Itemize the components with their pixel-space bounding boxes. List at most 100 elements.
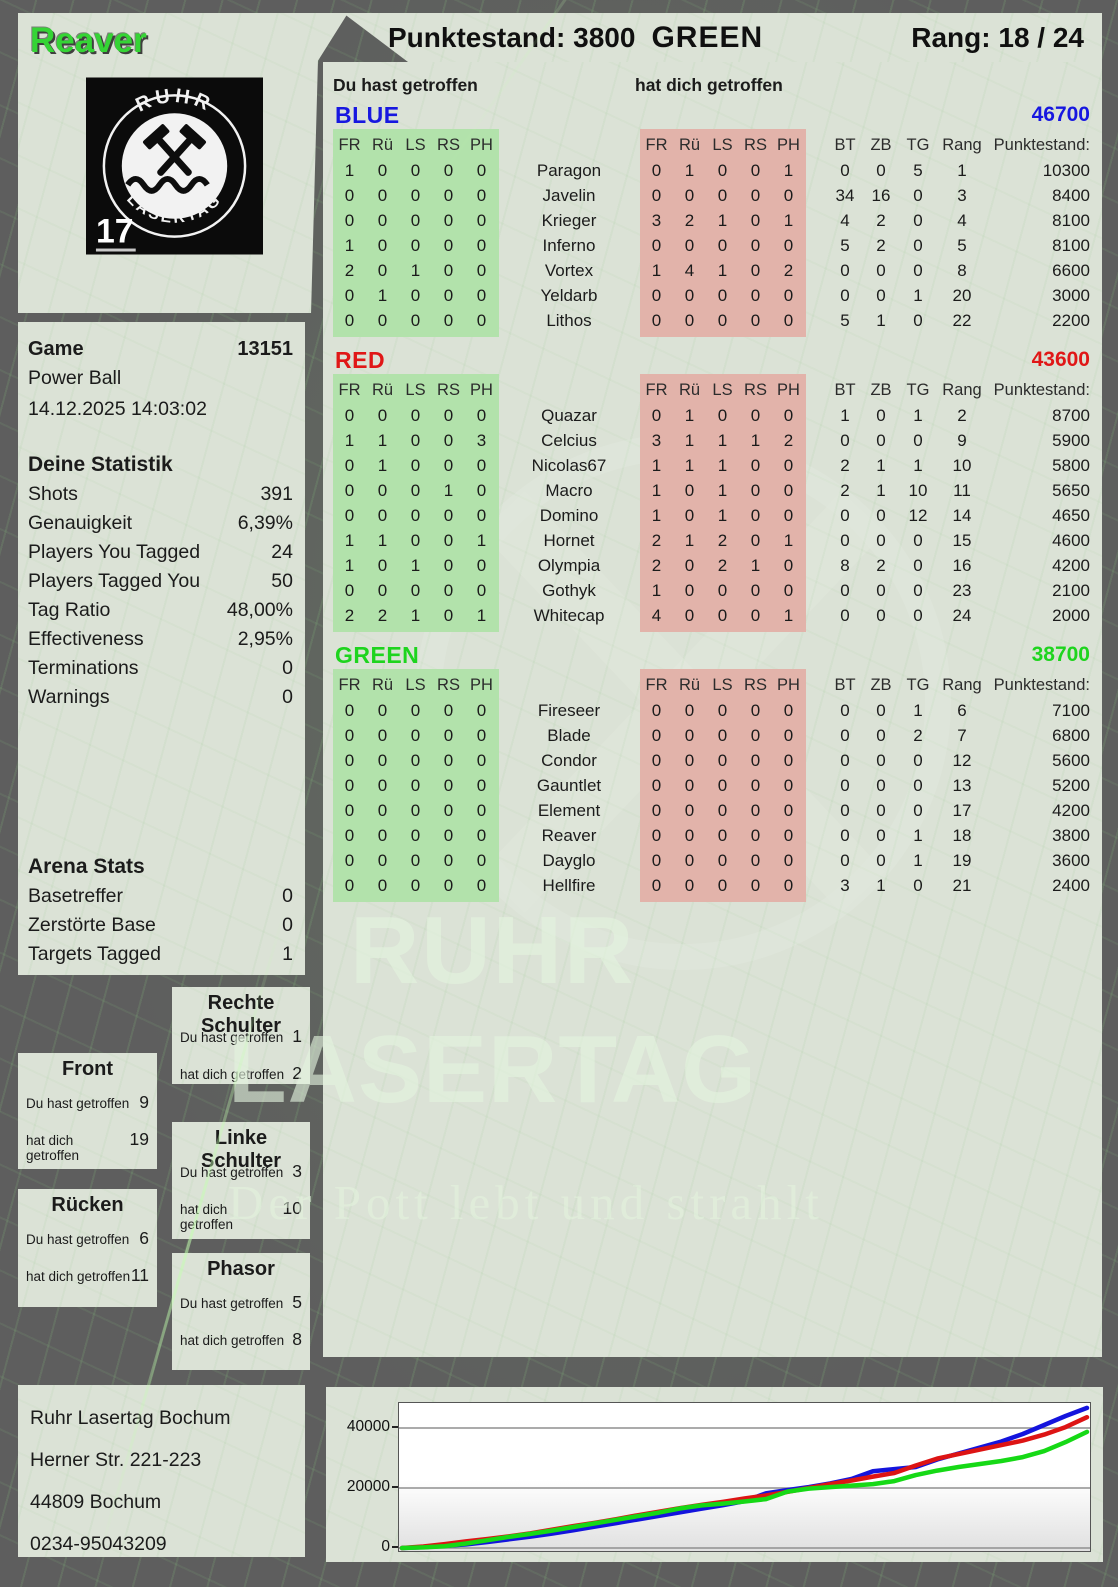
you-hit-cell: 0 bbox=[410, 875, 421, 895]
you-hit-cell: 2 bbox=[344, 260, 355, 280]
zb-cell: 1 bbox=[876, 310, 886, 330]
hit-you-cell: 0 bbox=[750, 480, 761, 500]
you-hit-cell: 0 bbox=[443, 605, 454, 625]
tg-cell: 0 bbox=[913, 875, 923, 895]
zb-cell: 0 bbox=[876, 430, 886, 450]
y-tick-mark bbox=[392, 1486, 398, 1488]
wave-icon bbox=[125, 175, 210, 194]
you-hit-cell: 0 bbox=[443, 580, 454, 600]
stat-value: 50 bbox=[271, 570, 293, 592]
hit-you-cell: 0 bbox=[651, 235, 662, 255]
player-name-cell: Fireseer bbox=[537, 700, 601, 720]
tg-cell: 1 bbox=[913, 825, 923, 845]
tg-cell: 5 bbox=[913, 160, 923, 180]
rang-cell: 18 bbox=[952, 825, 972, 845]
address-line: Herner Str. 221-223 bbox=[30, 1448, 202, 1471]
zb-cell: 1 bbox=[876, 480, 886, 500]
player-row: 0 0 0 0 0 Krieger 3 2 1 0 1 4 2 0 4 8100 bbox=[333, 208, 1092, 233]
player-row: 0 0 0 0 0 Hellfire 0 0 0 0 0 3 1 0 21 2400 bbox=[333, 873, 1092, 898]
hit-you-cell: 0 bbox=[783, 750, 794, 770]
stat-label: Genauigkeit bbox=[28, 512, 133, 534]
you-hit-cell: 0 bbox=[410, 700, 421, 720]
you-hit-cell: 0 bbox=[410, 505, 421, 525]
player-name-cell: Reaver bbox=[541, 825, 597, 845]
tg-cell: 1 bbox=[913, 455, 923, 475]
points-cell: 3000 bbox=[1052, 285, 1090, 305]
you-hit-cell: 0 bbox=[443, 455, 454, 475]
you-hit-cell: 0 bbox=[443, 530, 454, 550]
stat-row: Genauigkeit 6,39% bbox=[28, 509, 293, 538]
points-cell: 4200 bbox=[1052, 800, 1090, 820]
you-hit-cell: 0 bbox=[410, 825, 421, 845]
player-name-cell: Hellfire bbox=[542, 875, 596, 895]
team-score: 43600 bbox=[1031, 348, 1090, 371]
player-name-cell: Vortex bbox=[544, 260, 594, 280]
zb-cell: 0 bbox=[876, 800, 886, 820]
body-part-box-front: Front Du hast getroffen 9 hat dich getroffe… bbox=[18, 1053, 157, 1169]
bt-cell: 0 bbox=[840, 800, 850, 820]
bt-cell: 34 bbox=[835, 185, 855, 205]
svg-text:17: 17 bbox=[96, 213, 134, 251]
hit-you-cell: 1 bbox=[651, 580, 662, 600]
you-hit-cell: 0 bbox=[377, 210, 388, 230]
you-hit-cell: 0 bbox=[344, 505, 355, 525]
hit-you-cell: 0 bbox=[717, 310, 728, 330]
you-hit-cell: 0 bbox=[476, 555, 487, 575]
you-hit-cell: 0 bbox=[377, 185, 388, 205]
you-hit-cell: 0 bbox=[410, 235, 421, 255]
hit-you-cell: 0 bbox=[717, 405, 728, 425]
team-section: BLUE 46700 FR Rü LS RS PH FR Rü LS RS PH BT ZB TG Rang P… bbox=[333, 101, 1092, 337]
you-hit-cell: 0 bbox=[476, 480, 487, 500]
hit-you-cell: 0 bbox=[783, 480, 794, 500]
tg-cell: 0 bbox=[913, 530, 923, 550]
hit-col-header: FR bbox=[645, 676, 668, 694]
zb-cell: 0 bbox=[876, 775, 886, 795]
hit-you-cell: 1 bbox=[783, 160, 794, 180]
player-name-cell: Krieger bbox=[541, 210, 597, 230]
body-part-title: Front bbox=[61, 1058, 114, 1080]
you-hit-cell: 0 bbox=[443, 430, 454, 450]
hit-you-cell: 0 bbox=[783, 800, 794, 820]
player-name: Reaver bbox=[30, 21, 147, 60]
player-row: 0 0 0 0 0 Gauntlet 0 0 0 0 0 0 0 0 13 5200 bbox=[333, 773, 1092, 798]
tg-cell: 12 bbox=[908, 505, 928, 525]
you-hit-label: Du hast getroffen bbox=[180, 1165, 284, 1180]
points-cell: 8400 bbox=[1052, 185, 1090, 205]
you-hit-cell: 0 bbox=[443, 260, 454, 280]
team-section-header: RED 43600 bbox=[333, 346, 1092, 374]
points-cell: 8100 bbox=[1052, 210, 1090, 230]
player-name-cell: Element bbox=[537, 800, 601, 820]
zb-cell: 2 bbox=[876, 235, 886, 255]
you-hit-cell: 0 bbox=[410, 480, 421, 500]
score-chart-plot bbox=[398, 1402, 1091, 1552]
rang-cell: 23 bbox=[952, 580, 972, 600]
player-name-cell: Hornet bbox=[543, 530, 595, 550]
body-part-you-row: Du hast getroffen 9 bbox=[26, 1092, 149, 1113]
stat-col-header: ZB bbox=[870, 381, 892, 399]
your-stats-title: Deine Statistik bbox=[28, 453, 173, 476]
hit-you-cell: 1 bbox=[651, 480, 662, 500]
you-hit-cell: 1 bbox=[410, 260, 421, 280]
hit-you-cell: 0 bbox=[717, 750, 728, 770]
hit-you-cell: 2 bbox=[651, 530, 662, 550]
hit-you-cell: 1 bbox=[750, 430, 761, 450]
zb-cell: 0 bbox=[876, 825, 886, 845]
points-cell: 7100 bbox=[1052, 700, 1090, 720]
stat-col-header: Punktestand: bbox=[993, 381, 1090, 399]
hit-you-cell: 2 bbox=[684, 210, 695, 230]
you-hit-cell: 1 bbox=[344, 160, 355, 180]
you-hit-cell: 0 bbox=[410, 580, 421, 600]
tg-cell: 0 bbox=[913, 185, 923, 205]
body-part-you-row: Du hast getroffen 3 bbox=[180, 1161, 302, 1182]
you-hit-cell: 1 bbox=[377, 530, 388, 550]
player-name-cell: Yeldarb bbox=[540, 285, 598, 305]
player-name-cell: Blade bbox=[547, 725, 591, 745]
hit-col-header: LS bbox=[405, 381, 426, 399]
hit-you-cell: 0 bbox=[684, 750, 695, 770]
stat-col-header: BT bbox=[834, 381, 856, 399]
bt-cell: 0 bbox=[840, 285, 850, 305]
header-bar: Punktestand: 3800 GREEN Rang: 18 / 24 bbox=[343, 13, 1102, 62]
you-hit-value: 1 bbox=[292, 1026, 302, 1046]
player-row: 0 0 0 0 0 Javelin 0 0 0 0 0 34 16 0 3 8400 bbox=[333, 183, 1092, 208]
points-cell: 5800 bbox=[1052, 455, 1090, 475]
